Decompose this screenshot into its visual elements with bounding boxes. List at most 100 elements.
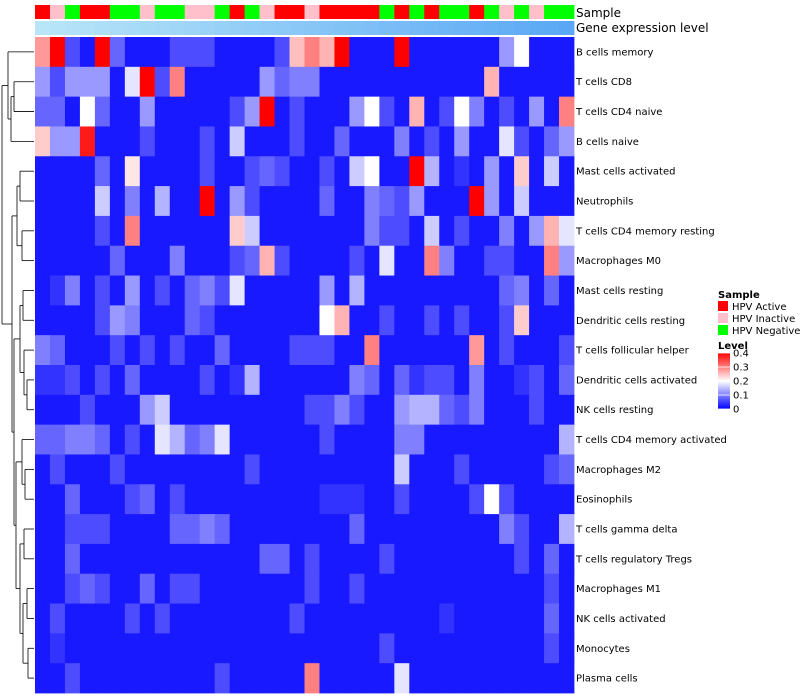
heatmap-cell <box>199 633 216 664</box>
heatmap-cell <box>319 573 335 604</box>
expression-annotation-cell <box>79 21 96 35</box>
heatmap-cell <box>199 305 216 336</box>
row-label: T cells follicular helper <box>575 346 690 357</box>
heatmap-cell <box>199 424 216 455</box>
heatmap-cell <box>139 394 156 426</box>
heatmap-cell <box>64 365 81 396</box>
heatmap-cell <box>439 514 455 545</box>
heatmap-cell <box>244 365 260 396</box>
heatmap-cell <box>349 186 365 217</box>
expression-annotation-cell <box>559 21 575 35</box>
heatmap-cell <box>304 365 320 396</box>
row-label: T cells CD4 memory resting <box>575 226 715 237</box>
heatmap-cell <box>544 633 560 664</box>
sample-annotation-cell <box>109 5 126 19</box>
heatmap-cell <box>469 186 485 217</box>
heatmap-cell <box>379 215 395 247</box>
heatmap-cell <box>409 454 425 485</box>
heatmap-cell <box>124 484 141 515</box>
heatmap-cell <box>529 663 545 694</box>
heatmap-cell <box>35 96 51 127</box>
heatmap-cell <box>259 394 275 426</box>
heatmap-cell <box>544 603 560 634</box>
heatmap-cell <box>154 365 171 396</box>
heatmap-cell <box>409 96 425 127</box>
expression-annotation-cell <box>409 21 425 35</box>
heatmap-cell <box>79 573 96 604</box>
heatmap-cell <box>184 305 201 336</box>
heatmap-cell <box>469 245 485 276</box>
row-labels: B cells memory T cells CD8 T cells CD4 nai… <box>575 47 727 684</box>
heatmap-cell <box>49 66 66 98</box>
heatmap-cell <box>364 156 380 187</box>
heatmap-cell <box>409 335 425 366</box>
heatmap-cell <box>79 543 96 575</box>
heatmap-cell <box>424 156 440 187</box>
heatmap-cell <box>259 275 275 306</box>
heatmap-cell <box>169 573 186 604</box>
heatmap-cell <box>499 484 515 515</box>
heatmap-cell <box>514 186 530 217</box>
heatmap-cell <box>439 335 455 366</box>
heatmap-cell <box>35 484 51 515</box>
heatmap-cell <box>319 394 335 426</box>
heatmap-cell <box>109 424 126 455</box>
heatmap-cell <box>529 305 545 336</box>
heatmap-cell <box>454 96 470 127</box>
heatmap-cell <box>109 543 126 575</box>
heatmap-cell <box>514 454 530 485</box>
sample-track-label: Sample <box>576 6 621 20</box>
heatmap-cell <box>214 66 231 98</box>
heatmap-cell <box>379 335 395 366</box>
heatmap-cell <box>214 603 231 634</box>
heatmap-cell <box>529 454 545 485</box>
heatmap-cell <box>559 365 575 396</box>
heatmap-cell <box>49 573 66 604</box>
heatmap-cell <box>529 96 545 127</box>
heatmap-cell <box>49 126 66 157</box>
heatmap-cell <box>514 603 530 634</box>
heatmap-cell <box>334 573 350 604</box>
heatmap-cell <box>259 96 275 127</box>
heatmap-cell <box>35 305 51 336</box>
heatmap-cell <box>409 484 425 515</box>
sample-annotation-cell <box>544 5 560 19</box>
heatmap-cell <box>514 484 530 515</box>
heatmap-cell <box>229 484 246 515</box>
heatmap-cell <box>289 275 305 306</box>
heatmap-cell <box>109 663 126 694</box>
heatmap-cell <box>454 37 470 68</box>
heatmap-cell <box>439 215 455 247</box>
heatmap-cell <box>544 543 560 575</box>
heatmap-cell <box>274 335 290 366</box>
heatmap-cell <box>289 543 305 575</box>
heatmap-cell <box>439 186 455 217</box>
heatmap-cell <box>184 96 201 127</box>
heatmap-cell <box>559 156 575 187</box>
heatmap-cell <box>469 454 485 485</box>
heatmap-cell <box>154 156 171 187</box>
heatmap-cell <box>394 186 410 217</box>
heatmap-cell <box>379 126 395 157</box>
heatmap-cell <box>499 365 515 396</box>
heatmap-cell <box>94 484 111 515</box>
heatmap-cell <box>514 365 530 396</box>
heatmap-cell <box>79 663 96 694</box>
expression-annotation-cell <box>199 21 216 35</box>
heatmap-cell <box>469 484 485 515</box>
heatmap-cell <box>214 394 231 426</box>
sample-annotation-cell <box>394 5 410 19</box>
row-label: T cells gamma delta <box>575 525 677 536</box>
heatmap-cell <box>424 573 440 604</box>
heatmap-cell <box>394 215 410 247</box>
heatmap-cell <box>154 96 171 127</box>
heatmap-cell <box>499 215 515 247</box>
row-label: Dendritic cells activated <box>576 375 697 386</box>
expression-annotation-cell <box>259 21 275 35</box>
heatmap-cell <box>349 156 365 187</box>
sample-annotation-cell <box>35 5 51 19</box>
heatmap-cell <box>514 394 530 426</box>
sample-annotation-cell <box>79 5 96 19</box>
heatmap-cell <box>319 37 335 68</box>
heatmap-cell <box>154 215 171 247</box>
